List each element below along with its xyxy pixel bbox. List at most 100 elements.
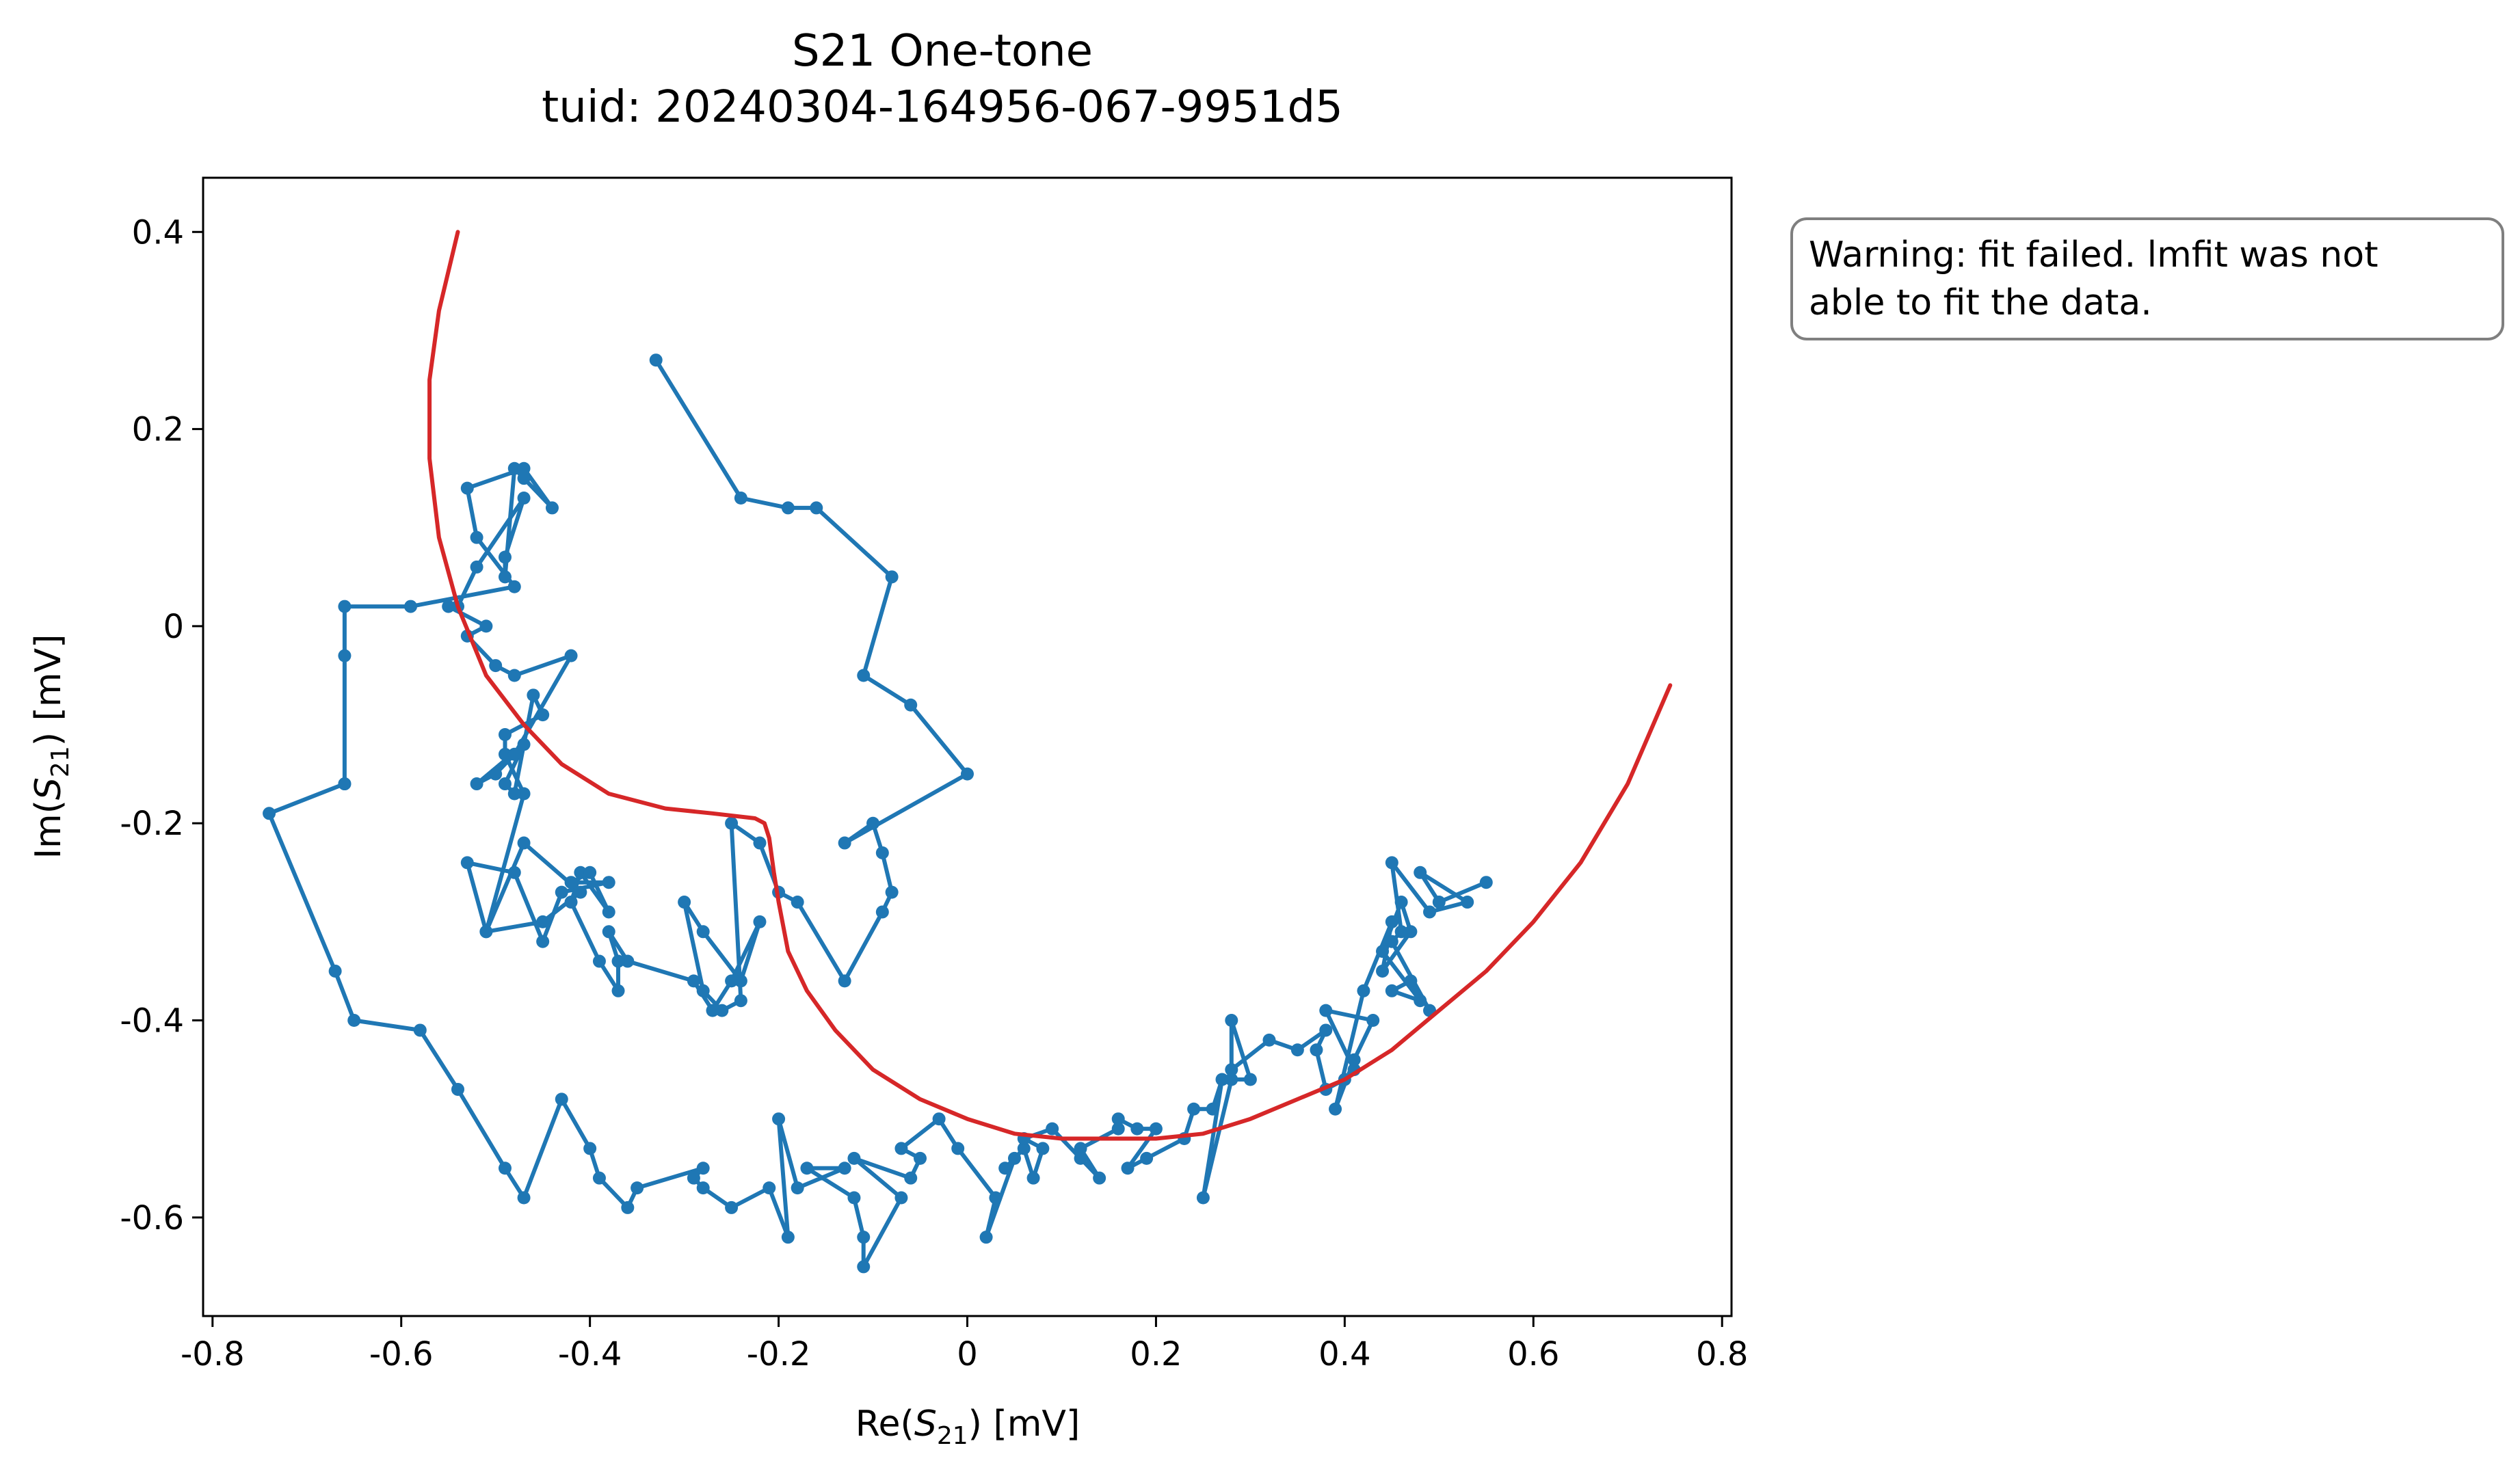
data-point bbox=[583, 866, 597, 879]
data-point bbox=[1074, 1151, 1087, 1165]
data-point bbox=[451, 1082, 464, 1096]
x-tick-label: -0.8 bbox=[181, 1335, 245, 1373]
data-point bbox=[875, 846, 889, 859]
data-point bbox=[1423, 905, 1437, 919]
x-tick-label: -0.2 bbox=[747, 1335, 811, 1373]
data-point bbox=[564, 896, 578, 909]
data-point bbox=[696, 984, 710, 997]
data-point bbox=[762, 1181, 776, 1195]
data-point bbox=[1026, 1171, 1040, 1185]
data-point bbox=[1366, 1014, 1380, 1028]
data-point bbox=[753, 915, 767, 928]
y-axis-label-subscript: 21 bbox=[47, 746, 75, 777]
data-point bbox=[536, 935, 550, 948]
data-point bbox=[1479, 876, 1493, 889]
data-point bbox=[1432, 896, 1446, 909]
data-series-layer bbox=[263, 230, 1673, 1274]
warning-annotation-line-2: able to fit the data. bbox=[1809, 282, 2152, 323]
data-point bbox=[1017, 1142, 1031, 1155]
data-point bbox=[1376, 945, 1390, 958]
data-point bbox=[847, 1191, 861, 1205]
data-point bbox=[507, 580, 521, 593]
data-point bbox=[696, 925, 710, 939]
data-point bbox=[1376, 964, 1390, 978]
data-point bbox=[631, 1181, 644, 1195]
x-axis: -0.8 -0.6 -0.4 -0.2 0 0.2 0.4 0.6 0.8 bbox=[181, 1316, 1748, 1373]
data-point bbox=[498, 747, 512, 761]
data-point bbox=[1329, 1102, 1342, 1116]
data-point bbox=[1243, 1073, 1257, 1086]
data-point bbox=[1290, 1043, 1304, 1057]
data-point bbox=[574, 885, 587, 899]
data-point bbox=[1414, 994, 1427, 1008]
y-tick-label: 0.4 bbox=[132, 213, 184, 252]
data-point bbox=[1385, 984, 1398, 997]
x-tick-label: 0.4 bbox=[1318, 1335, 1370, 1373]
data-point bbox=[875, 905, 889, 919]
data-point bbox=[1225, 1073, 1238, 1086]
data-point bbox=[791, 1181, 804, 1195]
data-point bbox=[498, 1162, 512, 1175]
data-point bbox=[725, 816, 739, 830]
data-point bbox=[479, 619, 493, 633]
data-point bbox=[1046, 1122, 1059, 1136]
data-point bbox=[649, 353, 663, 367]
x-tick-label: 0.8 bbox=[1696, 1335, 1748, 1373]
data-point bbox=[517, 836, 531, 850]
data-point bbox=[517, 1191, 531, 1205]
data-point bbox=[696, 1181, 710, 1195]
data-point bbox=[470, 531, 483, 544]
fit-curve bbox=[427, 230, 1673, 1141]
data-point bbox=[527, 688, 540, 702]
data-point bbox=[507, 461, 521, 475]
data-point bbox=[810, 501, 823, 515]
data-point bbox=[442, 600, 455, 613]
data-point bbox=[404, 600, 418, 613]
data-point bbox=[857, 1260, 871, 1274]
data-point bbox=[1319, 1023, 1333, 1037]
data-point bbox=[725, 1200, 739, 1214]
x-axis-label-symbol: S bbox=[914, 1404, 937, 1445]
data-point bbox=[885, 885, 899, 899]
x-tick-label: 0 bbox=[957, 1335, 978, 1373]
y-axis-label: Im(S21) [mV] bbox=[28, 634, 75, 859]
data-point bbox=[470, 777, 483, 791]
data-point bbox=[1140, 1151, 1154, 1165]
warning-annotation: Warning: fit failed. lmfit was not able … bbox=[1790, 217, 2504, 340]
data-point bbox=[338, 649, 352, 662]
data-point bbox=[1394, 925, 1408, 939]
data-point bbox=[1347, 1053, 1361, 1066]
data-point bbox=[914, 1151, 927, 1165]
y-axis: 0.4 0.2 0 -0.2 -0.4 -0.6 bbox=[120, 213, 203, 1237]
data-point bbox=[772, 1112, 786, 1126]
data-point bbox=[583, 1142, 597, 1155]
data-point bbox=[1007, 1151, 1021, 1165]
data-point bbox=[507, 787, 521, 801]
data-point bbox=[338, 600, 352, 613]
data-point bbox=[932, 1112, 946, 1126]
data-point bbox=[517, 787, 531, 801]
data-point bbox=[517, 492, 531, 505]
y-axis-label-suffix: ) [mV] bbox=[28, 634, 69, 747]
y-tick-label: -0.4 bbox=[120, 1002, 184, 1041]
data-point bbox=[866, 816, 880, 830]
data-point bbox=[460, 481, 474, 495]
data-point bbox=[904, 698, 918, 712]
data-point bbox=[1074, 1142, 1087, 1155]
y-tick-label: -0.2 bbox=[120, 805, 184, 843]
data-point bbox=[1130, 1122, 1144, 1136]
y-axis-label-symbol: S bbox=[28, 777, 69, 800]
data-point bbox=[979, 1231, 993, 1244]
data-point bbox=[1262, 1033, 1276, 1047]
data-point bbox=[791, 896, 804, 909]
x-axis-label-prefix: Re( bbox=[856, 1404, 914, 1445]
warning-annotation-box bbox=[1790, 217, 2504, 340]
data-point bbox=[838, 836, 851, 850]
x-tick-label: 0.6 bbox=[1507, 1335, 1559, 1373]
data-point bbox=[347, 1014, 361, 1028]
data-point bbox=[1385, 915, 1398, 928]
y-tick-label: 0 bbox=[163, 608, 184, 646]
data-point bbox=[1225, 1014, 1238, 1028]
data-point bbox=[460, 856, 474, 870]
